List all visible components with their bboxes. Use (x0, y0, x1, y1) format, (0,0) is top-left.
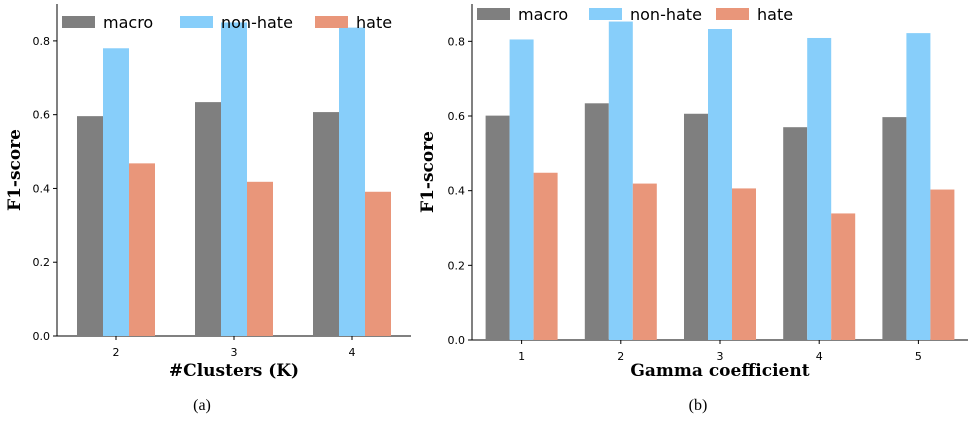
bar-macro (77, 116, 103, 337)
bar-macro (684, 113, 708, 340)
bar-hate (632, 183, 657, 340)
x-tick-label: 4 (349, 346, 356, 359)
y-tick-label: 0.6 (33, 109, 51, 122)
y-tick-label: 0.4 (33, 182, 51, 195)
legend-label: hate (356, 13, 392, 32)
y-tick-label: 0.8 (33, 35, 51, 48)
legend-label: non-hate (630, 5, 702, 24)
y-tick-label: 0.6 (448, 110, 466, 123)
bar-non-hate (708, 29, 732, 340)
bar-non-hate (221, 22, 247, 336)
bar-macro (783, 127, 808, 340)
figure-caption: (a) (193, 397, 211, 414)
y-axis-label: F1-score (418, 131, 438, 213)
bar-macro (584, 103, 609, 340)
x-axis-label: #Clusters (K) (169, 361, 299, 381)
figure-caption: (b) (689, 397, 708, 414)
legend-swatch-hate (315, 16, 348, 28)
bar-hate (831, 213, 856, 340)
x-tick-label: 1 (518, 350, 525, 363)
legend-swatch-non-hate (180, 16, 213, 28)
bar-hate (247, 181, 273, 336)
y-tick-label: 0.2 (448, 259, 466, 272)
bar-hate (129, 163, 155, 336)
bar-macro (485, 115, 510, 340)
legend-label: macro (103, 13, 153, 32)
x-axis-label: Gamma coefficient (630, 361, 809, 381)
legend-swatch-macro (62, 16, 95, 28)
y-tick-label: 0.2 (33, 256, 51, 269)
x-tick-label: 2 (617, 350, 624, 363)
legend-label: non-hate (221, 13, 293, 32)
bar-non-hate (807, 37, 832, 341)
bar-non-hate (608, 21, 633, 341)
x-tick-label: 4 (816, 350, 823, 363)
y-tick-label: 0.4 (448, 185, 466, 198)
bar-macro (882, 117, 907, 341)
y-tick-label: 0.0 (33, 330, 51, 343)
bar-macro (313, 112, 339, 336)
legend-swatch-non-hate (589, 8, 622, 20)
bar-hate (930, 189, 955, 340)
bar-hate (732, 188, 756, 340)
legend-swatch-hate (716, 8, 749, 20)
y-tick-label: 0.8 (448, 35, 466, 48)
x-tick-label: 2 (113, 346, 120, 359)
x-tick-label: 3 (231, 346, 238, 359)
y-tick-label: 0.0 (448, 334, 466, 347)
bar-hate (533, 172, 558, 340)
x-tick-label: 5 (915, 350, 922, 363)
bar-non-hate (906, 33, 931, 341)
bar-hate (365, 191, 391, 336)
bar-non-hate (509, 39, 534, 340)
legend-swatch-macro (477, 8, 510, 20)
legend-label: macro (518, 5, 568, 24)
bar-non-hate (103, 48, 129, 337)
x-tick-label: 3 (717, 350, 724, 363)
y-axis-label: F1-score (5, 129, 25, 211)
bar-macro (195, 102, 221, 336)
bar-non-hate (339, 27, 365, 337)
legend-label: hate (757, 5, 793, 24)
